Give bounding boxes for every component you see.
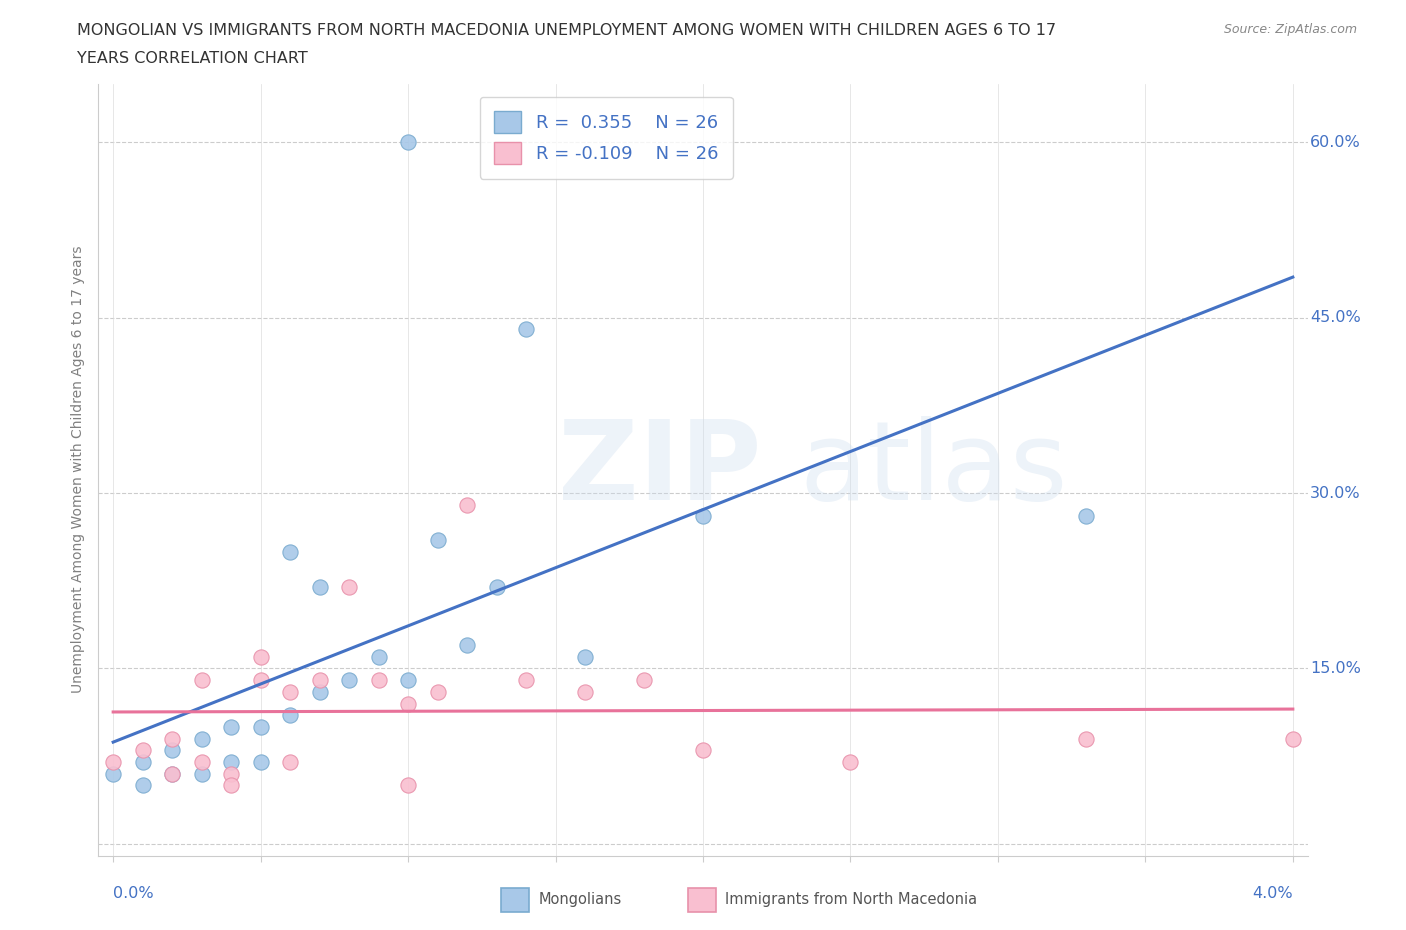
Point — [219, 754, 242, 769]
Point — [278, 708, 301, 723]
Bar — [501, 888, 529, 912]
Point — [219, 766, 242, 781]
Point — [249, 649, 271, 664]
Point — [190, 754, 212, 769]
Text: MONGOLIAN VS IMMIGRANTS FROM NORTH MACEDONIA UNEMPLOYMENT AMONG WOMEN WITH CHILD: MONGOLIAN VS IMMIGRANTS FROM NORTH MACED… — [77, 23, 1056, 38]
Point — [1282, 731, 1305, 746]
Text: 30.0%: 30.0% — [1310, 485, 1361, 500]
Legend: R =  0.355    N = 26, R = -0.109    N = 26: R = 0.355 N = 26, R = -0.109 N = 26 — [479, 97, 733, 179]
Point — [574, 649, 596, 664]
Point — [278, 544, 301, 559]
Point — [131, 754, 153, 769]
Point — [131, 778, 153, 793]
Point — [633, 672, 655, 687]
Point — [1076, 509, 1098, 524]
Point — [278, 754, 301, 769]
Point — [839, 754, 862, 769]
Text: atlas: atlas — [800, 416, 1069, 524]
Text: Immigrants from North Macedonia: Immigrants from North Macedonia — [725, 892, 977, 907]
Text: 15.0%: 15.0% — [1310, 661, 1361, 676]
Text: YEARS CORRELATION CHART: YEARS CORRELATION CHART — [77, 51, 308, 66]
Point — [308, 672, 330, 687]
Point — [308, 579, 330, 594]
Text: Source: ZipAtlas.com: Source: ZipAtlas.com — [1223, 23, 1357, 36]
Point — [367, 672, 389, 687]
Point — [426, 532, 449, 547]
Point — [190, 672, 212, 687]
Point — [1076, 731, 1098, 746]
Point — [249, 672, 271, 687]
Point — [190, 731, 212, 746]
Text: 60.0%: 60.0% — [1310, 135, 1361, 150]
Text: ZIP: ZIP — [558, 416, 761, 524]
Point — [367, 649, 389, 664]
Point — [219, 778, 242, 793]
Point — [190, 766, 212, 781]
Point — [574, 684, 596, 699]
Point — [692, 743, 714, 758]
Point — [426, 684, 449, 699]
Point — [249, 754, 271, 769]
Point — [456, 498, 478, 512]
Point — [160, 766, 183, 781]
Point — [160, 743, 183, 758]
Text: 4.0%: 4.0% — [1253, 886, 1294, 901]
Point — [160, 766, 183, 781]
Point — [101, 754, 124, 769]
Point — [160, 731, 183, 746]
Point — [692, 509, 714, 524]
Point — [337, 672, 360, 687]
Point — [515, 322, 537, 337]
Text: 45.0%: 45.0% — [1310, 310, 1361, 325]
Point — [278, 684, 301, 699]
Point — [131, 743, 153, 758]
Point — [396, 135, 419, 150]
Point — [337, 579, 360, 594]
Point — [485, 579, 508, 594]
Point — [456, 638, 478, 653]
Point — [396, 778, 419, 793]
Point — [101, 766, 124, 781]
Y-axis label: Unemployment Among Women with Children Ages 6 to 17 years: Unemployment Among Women with Children A… — [72, 246, 86, 694]
Point — [219, 720, 242, 735]
Bar — [688, 888, 716, 912]
Point — [396, 672, 419, 687]
Point — [396, 697, 419, 711]
Text: 0.0%: 0.0% — [112, 886, 153, 901]
Text: Mongolians: Mongolians — [538, 892, 621, 907]
Point — [249, 720, 271, 735]
Point — [515, 672, 537, 687]
Point — [308, 684, 330, 699]
